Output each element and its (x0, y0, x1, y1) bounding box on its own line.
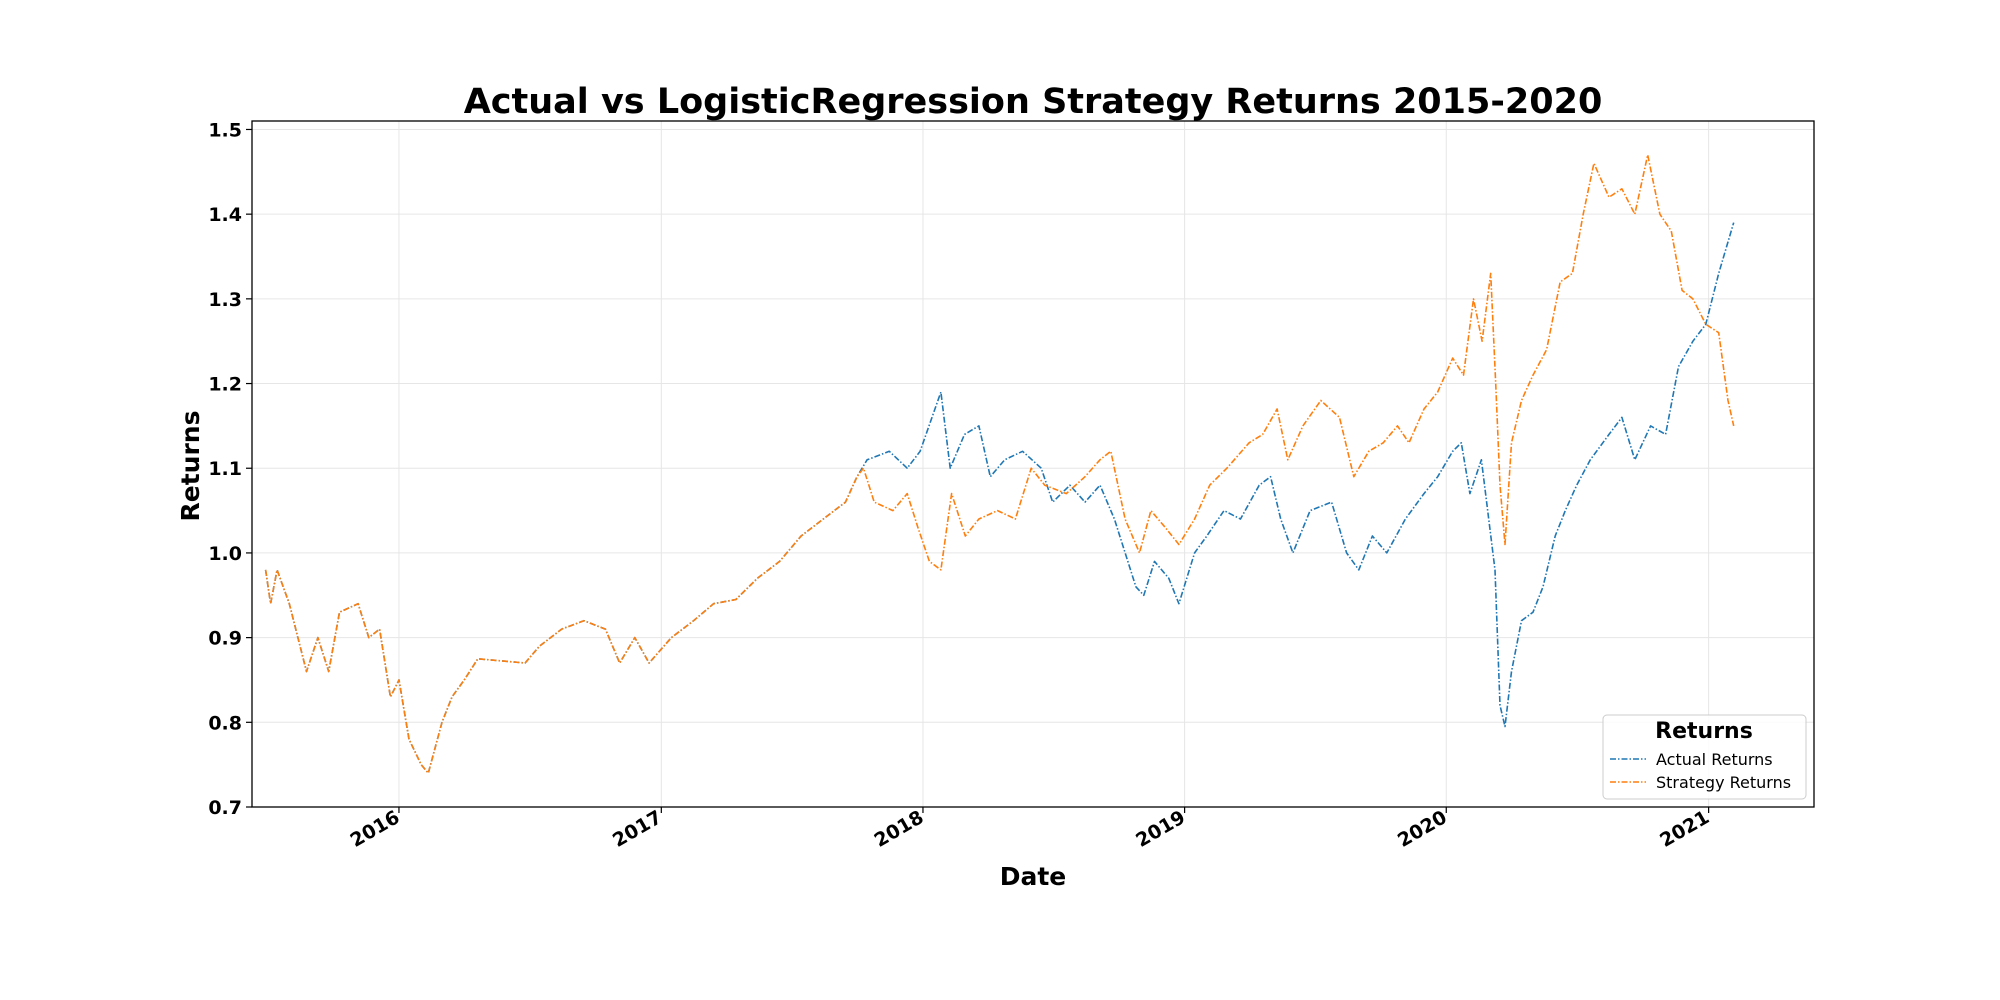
series-layer (264, 154, 1735, 774)
legend-label-strategy-returns: Strategy Returns (1656, 773, 1791, 792)
y-tick-label: 0.7 (208, 797, 242, 819)
legend-box (1602, 714, 1807, 800)
y-tick-label: 0.9 (208, 628, 242, 650)
y-tick-label: 0.8 (208, 712, 242, 734)
y-tick-label: 1.0 (208, 543, 242, 565)
legend-title: Returns (1655, 719, 1753, 744)
y-tick-label: 1.3 (208, 289, 242, 311)
y-tick-label: 1.4 (208, 204, 242, 226)
y-tick-label: 1.1 (208, 458, 242, 480)
y-axis: 0.7 0.8 0.9 1.0 1.1 1.2 1.3 1.4 1.5 (208, 119, 252, 819)
chart-title: Actual vs LogisticRegression Strategy Re… (464, 82, 1603, 122)
plot-frame (251, 120, 1815, 808)
y-tick-label: 1.2 (208, 374, 242, 396)
grid (252, 121, 1814, 808)
series-line-strategy-returns (264, 154, 1735, 774)
y-axis-label: Returns (176, 411, 205, 522)
legend-label-actual-returns: Actual Returns (1656, 750, 1773, 769)
x-axis-label: Date (1000, 862, 1067, 891)
legend: Returns Actual Returns Strategy Returns (1602, 714, 1807, 800)
y-tick-label: 1.5 (208, 119, 242, 141)
